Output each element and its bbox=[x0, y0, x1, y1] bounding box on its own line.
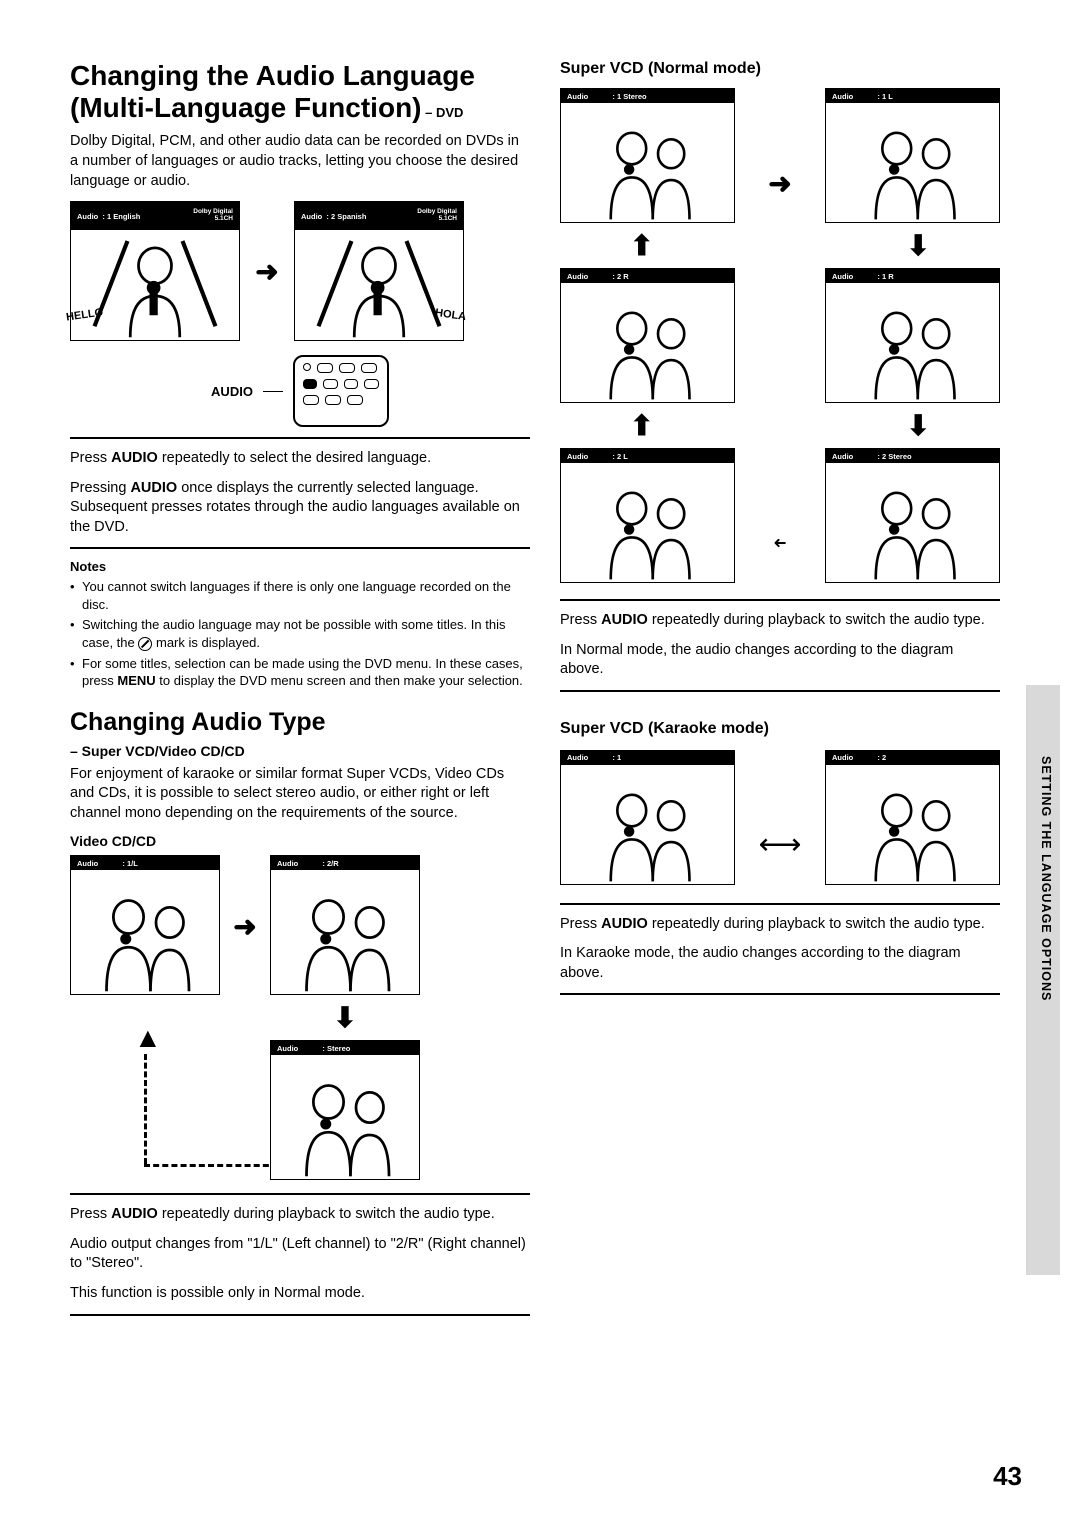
svcd-instruction: Press AUDIO repeatedly during playback t… bbox=[560, 611, 1000, 631]
remote-diagram: AUDIO bbox=[70, 355, 530, 427]
speaker-illustration bbox=[295, 230, 463, 340]
heading-line1: Changing the Audio Language bbox=[70, 60, 475, 91]
arrow-right-icon: ➜ bbox=[228, 855, 262, 943]
panel-1stereo: Audio : 1 Stereo bbox=[560, 88, 735, 223]
arrow-down-icon: ⬇ bbox=[907, 409, 930, 442]
panel-2l: Audio : 2 L bbox=[560, 448, 735, 583]
instruction-1: Press AUDIO repeatedly to select the des… bbox=[70, 449, 530, 469]
note-item: Switching the audio language may not be … bbox=[70, 616, 530, 651]
svcd-normal-diagram-row2: Audio : 2 R Audio : 1 R bbox=[560, 268, 1000, 403]
speaker-illustration bbox=[71, 230, 239, 340]
vcd-instruction: Press AUDIO repeatedly during playback t… bbox=[70, 1205, 530, 1225]
panel-k2: Audio : 2 bbox=[825, 750, 1000, 885]
heading-suffix: – DVD bbox=[422, 105, 464, 120]
arrow-up-icon: ▲ bbox=[134, 1022, 278, 1054]
arrow-down-icon: ⬇ bbox=[333, 1001, 356, 1034]
remote-icon bbox=[293, 355, 389, 427]
panel-2r: Audio : 2/R bbox=[270, 855, 420, 995]
svcd-normal-heading: Super VCD (Normal mode) bbox=[560, 60, 1000, 78]
arrow-left-icon: ➜ bbox=[763, 448, 797, 583]
heading-line2: (Multi-Language Function) bbox=[70, 92, 422, 123]
svcd-normal-diagram-row3: Audio : 2 L ➜ Audio : 2 Stereo bbox=[560, 448, 1000, 583]
note-item: For some titles, selection can be made u… bbox=[70, 655, 530, 690]
prohibit-icon bbox=[138, 637, 152, 651]
panel-2stereo: Audio : 2 Stereo bbox=[825, 448, 1000, 583]
arrow-down-icon: ⬇ bbox=[907, 229, 930, 262]
svcd-karaoke-heading: Super VCD (Karaoke mode) bbox=[560, 720, 1000, 738]
panel-1r: Audio : 1 R bbox=[825, 268, 1000, 403]
dvd-language-diagram: Audio : 1 English Dolby Digital5.1CH HEL… bbox=[70, 201, 530, 341]
subheading-svcd: – Super VCD/Video CD/CD bbox=[70, 743, 530, 759]
panel-1l: Audio : 1 L bbox=[825, 88, 1000, 223]
arrow-up-icon: ⬆ bbox=[630, 409, 653, 442]
arrow-right-icon: ➜ bbox=[250, 255, 284, 288]
svcd-normal-diagram-row1: Audio : 1 Stereo ➜ Audio : 1 L bbox=[560, 88, 1000, 223]
vcd-paragraph-3: This function is possible only in Normal… bbox=[70, 1284, 530, 1304]
notes-list: You cannot switch languages if there is … bbox=[70, 578, 530, 689]
panel-1l: Audio : 1/L bbox=[70, 855, 220, 995]
vcd-paragraph-2: Audio output changes from "1/L" (Left ch… bbox=[70, 1235, 530, 1274]
section-tab-label: SETTING THE LANGUAGE OPTIONS bbox=[1039, 756, 1053, 1001]
left-column: Changing the Audio Language (Multi-Langu… bbox=[70, 60, 530, 1326]
remote-label: AUDIO bbox=[211, 384, 253, 399]
panel-k1: Audio : 1 bbox=[560, 750, 735, 885]
intro-paragraph: Dolby Digital, PCM, and other audio data… bbox=[70, 132, 530, 191]
page-number: 43 bbox=[993, 1461, 1022, 1492]
arrow-bidirectional-icon: ⟷ bbox=[763, 750, 797, 885]
panel-2r: Audio : 2 R bbox=[560, 268, 735, 403]
karaoke-instruction: Press AUDIO repeatedly during playback t… bbox=[560, 915, 1000, 935]
instruction-2: Pressing AUDIO once displays the current… bbox=[70, 479, 530, 538]
right-column: Super VCD (Normal mode) Audio : 1 Stereo… bbox=[560, 60, 1000, 1326]
audio-type-paragraph: For enjoyment of karaoke or similar form… bbox=[70, 765, 530, 824]
karaoke-paragraph-2: In Karaoke mode, the audio changes accor… bbox=[560, 944, 1000, 983]
note-item: You cannot switch languages if there is … bbox=[70, 578, 530, 613]
videocd-heading: Video CD/CD bbox=[70, 833, 530, 849]
panel-stereo: Audio : Stereo bbox=[270, 1040, 420, 1180]
heading-main: Changing the Audio Language (Multi-Langu… bbox=[70, 60, 530, 124]
notes-heading: Notes bbox=[70, 559, 530, 574]
arrow-up-icon: ⬆ bbox=[630, 229, 653, 262]
panel-english: Audio : 1 English Dolby Digital5.1CH bbox=[70, 201, 240, 341]
panel-spanish: Audio : 2 Spanish Dolby Digital5.1CH bbox=[294, 201, 464, 341]
karaoke-diagram: Audio : 1 ⟷ Audio : 2 bbox=[560, 750, 1000, 885]
heading-audio-type: Changing Audio Type bbox=[70, 708, 530, 737]
arrow-right-icon: ➜ bbox=[763, 88, 797, 223]
svcd-paragraph-2: In Normal mode, the audio changes accord… bbox=[560, 641, 1000, 680]
